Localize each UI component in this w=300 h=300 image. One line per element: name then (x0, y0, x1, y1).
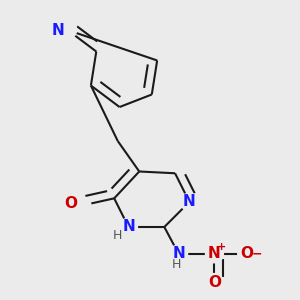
Text: O: O (65, 196, 78, 211)
Circle shape (170, 245, 188, 263)
Circle shape (238, 245, 256, 263)
Text: N: N (208, 246, 221, 261)
Circle shape (120, 218, 137, 236)
Circle shape (206, 274, 224, 291)
Text: H: H (172, 258, 182, 271)
Text: H: H (113, 230, 122, 242)
Text: O: O (208, 275, 221, 290)
Circle shape (180, 193, 198, 211)
Text: N: N (52, 22, 65, 38)
Text: O: O (240, 246, 253, 261)
Circle shape (206, 245, 224, 263)
Text: N: N (172, 246, 185, 261)
Text: N: N (183, 194, 196, 209)
Text: −: − (251, 247, 262, 260)
Text: +: + (217, 242, 226, 252)
Circle shape (73, 196, 91, 214)
Circle shape (59, 21, 76, 39)
Text: N: N (122, 220, 135, 235)
